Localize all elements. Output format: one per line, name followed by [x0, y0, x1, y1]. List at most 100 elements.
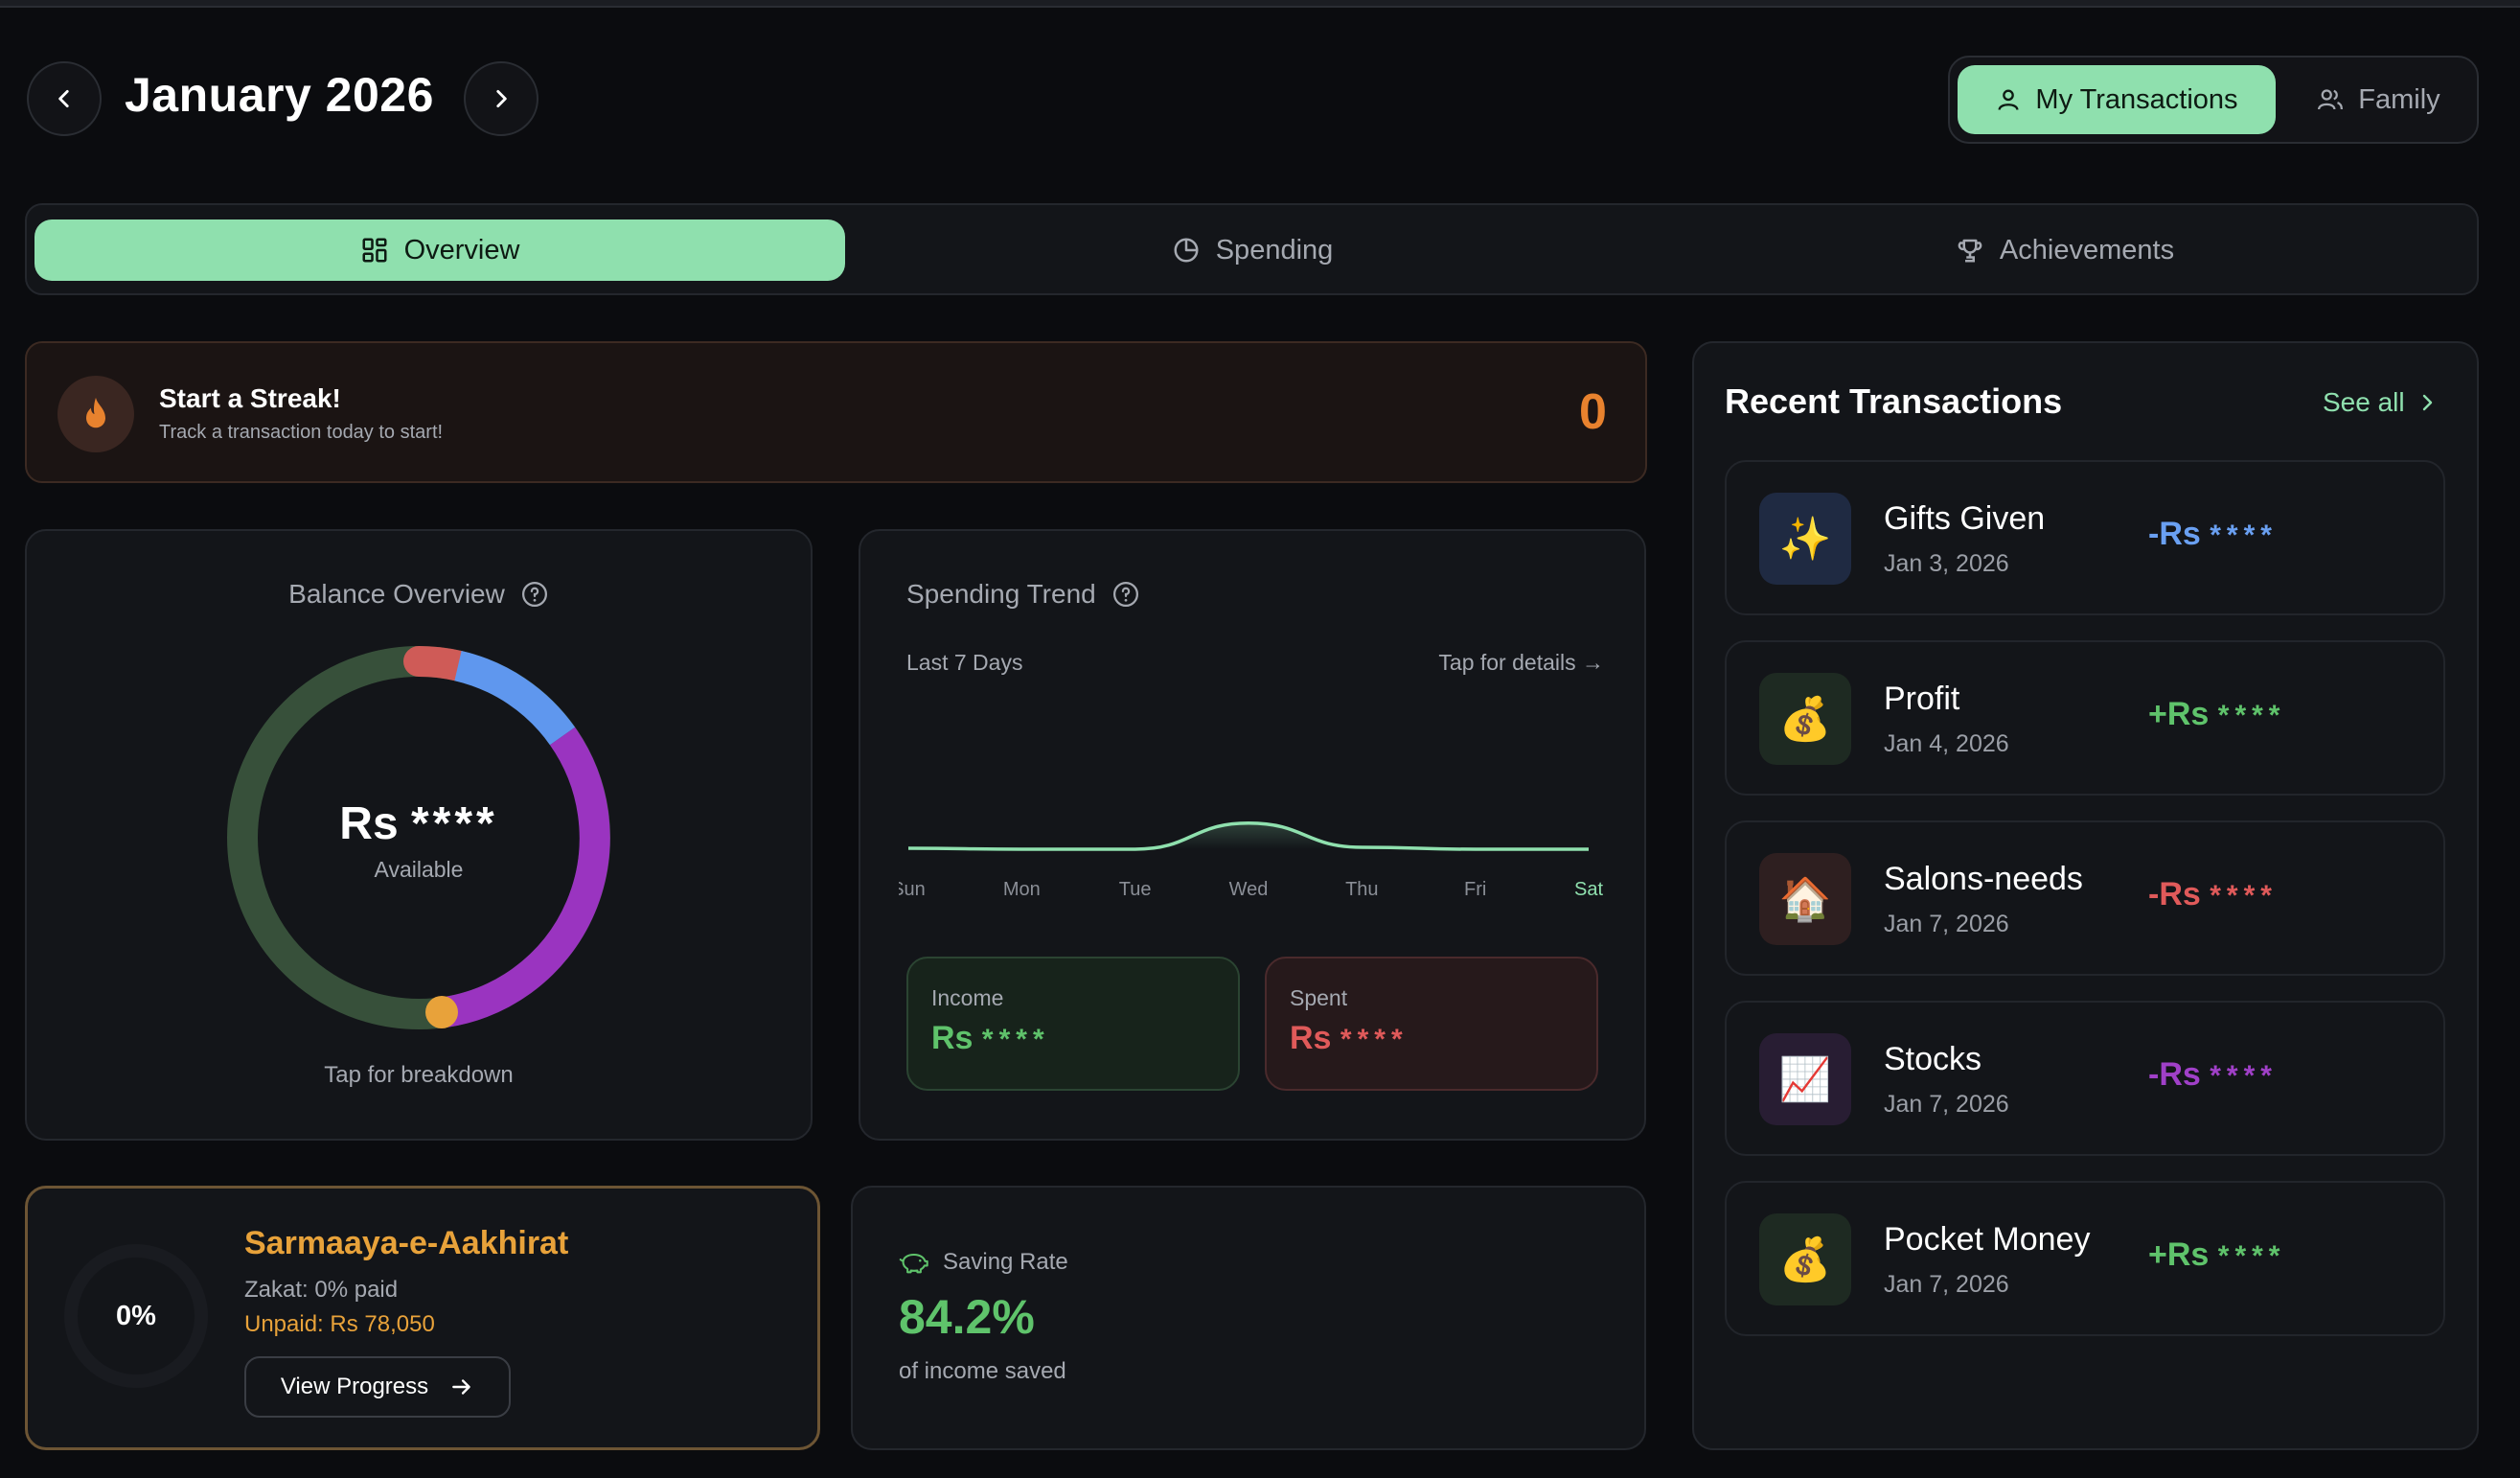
sparkles-icon: ✨ [1759, 493, 1851, 585]
my-transactions-toggle[interactable]: My Transactions [1958, 65, 2276, 134]
income-currency: Rs [931, 1020, 974, 1056]
balance-amount: Rs **** [27, 797, 811, 850]
transaction-item[interactable]: 💰 Pocket Money Jan 7, 2026 +Rs **** [1725, 1181, 2445, 1336]
flame-icon [86, 397, 105, 428]
zakat-card[interactable]: 0% Sarmaaya-e-Aakhirat Zakat: 0% paid Un… [25, 1186, 820, 1450]
transaction-amount: -Rs **** [2148, 1056, 2278, 1094]
next-month-button[interactable] [464, 61, 538, 136]
transaction-amount: +Rs **** [2148, 1236, 2285, 1274]
balance-currency: Rs [339, 798, 399, 849]
trend-period: Last 7 Days [906, 650, 1023, 675]
tab-achievements-label: Achievements [1999, 234, 2175, 266]
trend-area [908, 822, 1589, 849]
transaction-item[interactable]: ✨ Gifts Given Jan 3, 2026 -Rs **** [1725, 460, 2445, 615]
streak-subtitle: Track a transaction today to start! [159, 422, 444, 443]
spent-mask: **** [1340, 1024, 1409, 1055]
saving-label: Saving Rate [943, 1249, 1068, 1275]
x-tick-thu: Thu [1345, 879, 1378, 900]
trend-header: Spending Trend [906, 579, 1140, 610]
zakat-progress-ring: 0% [64, 1244, 208, 1388]
donut-segment-red [403, 646, 473, 681]
x-tick-wed: Wed [1229, 879, 1269, 900]
flame-badge [57, 376, 134, 452]
transaction-date: Jan 7, 2026 [1884, 911, 2009, 937]
balance-mask: **** [410, 798, 498, 849]
income-amount: Rs **** [931, 1020, 1050, 1057]
chevron-right-icon [2422, 394, 2432, 411]
balance-overview-card[interactable]: Balance Overview Rs **** Available Tap f… [25, 529, 813, 1141]
tab-overview[interactable]: Overview [34, 219, 845, 281]
transaction-name: Stocks [1884, 1041, 1982, 1077]
income-mask: **** [981, 1024, 1050, 1055]
help-icon[interactable] [520, 580, 549, 609]
balance-caption: Available [374, 857, 464, 882]
saving-header: Saving Rate [899, 1249, 1068, 1276]
tab-overview-label: Overview [403, 234, 520, 266]
x-tick-sun: Sun [899, 879, 926, 900]
transaction-date: Jan 3, 2026 [1884, 550, 2009, 577]
chevron-right-icon [496, 90, 507, 107]
spent-box: Spent Rs **** [1265, 957, 1598, 1091]
transaction-amount-prefix: +Rs [2148, 1236, 2218, 1273]
transaction-name: Salons-needs [1884, 861, 2083, 897]
help-icon[interactable] [1111, 580, 1140, 609]
tab-spending-label: Spending [1215, 234, 1334, 266]
tab-spending[interactable]: Spending [847, 219, 1658, 281]
family-toggle[interactable]: Family [2287, 65, 2469, 134]
transaction-date: Jan 7, 2026 [1884, 1271, 2009, 1298]
saving-rate-card[interactable]: Saving Rate 84.2% of income saved [851, 1186, 1646, 1450]
balance-header: Balance Overview [27, 579, 811, 610]
view-progress-button[interactable]: View Progress [244, 1356, 511, 1418]
transaction-item[interactable]: 📈 Stocks Jan 7, 2026 -Rs **** [1725, 1001, 2445, 1156]
trend-line [907, 821, 1589, 851]
donut-segment-blue [454, 651, 576, 746]
transaction-amount-mask: **** [2210, 880, 2278, 912]
transaction-amount-mask: **** [2217, 700, 2286, 731]
money-bag-icon: 💰 [1759, 673, 1851, 765]
x-tick-mon: Mon [1003, 879, 1041, 900]
pie-chart-icon [1174, 238, 1199, 263]
income-label: Income [931, 985, 1004, 1010]
previous-month-button[interactable] [27, 61, 102, 136]
chart-icon: 📈 [1759, 1033, 1851, 1125]
x-tick-sat: Sat [1574, 879, 1603, 900]
breakdown-link[interactable]: Tap for breakdown [324, 1062, 514, 1088]
transaction-item[interactable]: 💰 Profit Jan 4, 2026 +Rs **** [1725, 640, 2445, 796]
trend-details-link[interactable]: Tap for details → [1438, 650, 1604, 675]
transaction-amount-prefix: +Rs [2148, 696, 2218, 732]
tab-achievements[interactable]: Achievements [1660, 219, 2470, 281]
house-icon: 🏠 [1759, 853, 1851, 945]
grid-icon [362, 238, 387, 263]
chevron-left-icon [58, 90, 69, 107]
top-edge [0, 0, 2520, 8]
transaction-name: Gifts Given [1884, 500, 2046, 537]
view-progress-label: View Progress [280, 1374, 429, 1399]
users-icon [2318, 89, 2344, 110]
family-label: Family [2358, 83, 2440, 115]
streak-title: Start a Streak! [159, 383, 341, 413]
recent-transactions-title: Recent Transactions [1725, 381, 2063, 421]
money-bag-icon: 💰 [1759, 1213, 1851, 1305]
saving-caption: of income saved [899, 1358, 1066, 1384]
spending-trend-card[interactable]: Spending Trend Last 7 Days Tap for detai… [859, 529, 1646, 1141]
transaction-item[interactable]: 🏠 Salons-needs Jan 7, 2026 -Rs **** [1725, 820, 2445, 976]
transaction-amount-mask: **** [2210, 520, 2278, 551]
spent-currency: Rs [1290, 1020, 1332, 1056]
donut-segment-orange [425, 996, 458, 1028]
donut-segment-purple [443, 727, 610, 1028]
see-all-label: See all [2323, 387, 2405, 417]
see-all-link[interactable]: See all [2323, 387, 2438, 418]
balance-title: Balance Overview [288, 579, 505, 609]
transaction-amount: -Rs **** [2148, 516, 2278, 553]
streak-banner[interactable]: Start a Streak! Track a transaction toda… [25, 341, 1647, 483]
spending-trend-chart: Sun Mon Tue Wed Thu Fri Sat [899, 821, 1603, 900]
balance-donut [227, 646, 610, 1029]
transaction-amount-mask: **** [2210, 1060, 2278, 1092]
income-box: Income Rs **** [906, 957, 1240, 1091]
trend-title: Spending Trend [906, 579, 1096, 609]
view-toggle: My Transactions Family [1948, 56, 2479, 144]
tab-bar: Overview Spending Achievements [25, 203, 2479, 295]
transaction-amount-prefix: -Rs [2148, 516, 2211, 552]
piggy-bank-icon [899, 1253, 928, 1274]
transaction-amount: -Rs **** [2148, 876, 2278, 913]
